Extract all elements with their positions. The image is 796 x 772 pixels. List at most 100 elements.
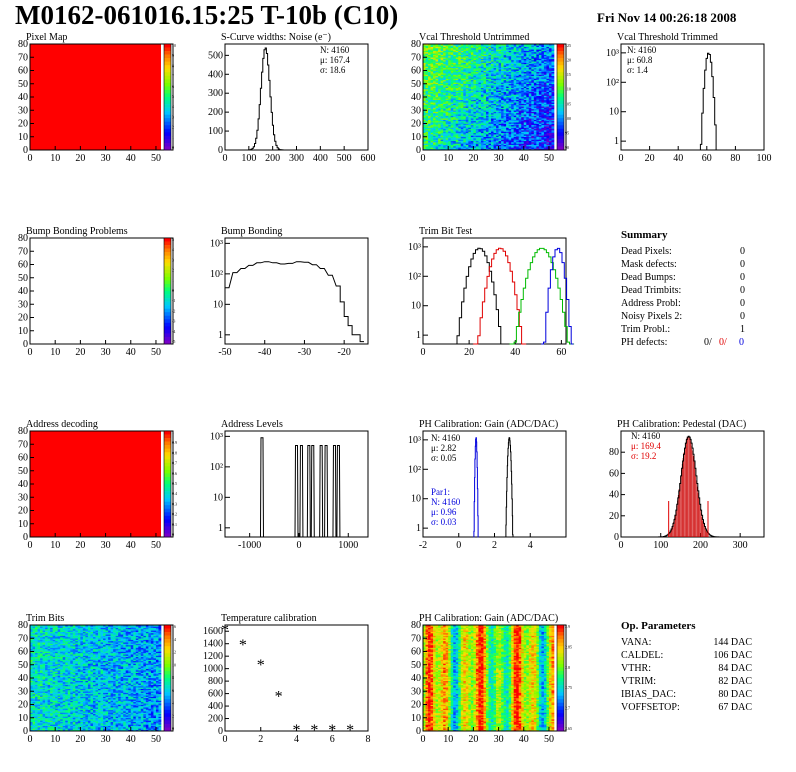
op-param-value: 144 DAC <box>713 637 752 648</box>
y-tick-label: 0 <box>218 145 223 156</box>
color-scale-label: 12 <box>172 650 176 655</box>
y-tick-label: 10 <box>609 107 619 118</box>
plot-vcal-trimmed: Vcal Threshold Trimmed 0 20 40 60 80 100 1 10 10²… <box>606 32 772 164</box>
plot-title: Trim Bits <box>26 613 64 624</box>
x-tick-label: 40 <box>519 734 529 745</box>
stats-text: σ: 0.05 <box>431 453 457 463</box>
color-scale-label: 4 <box>172 247 174 252</box>
y-tick-label: 60 <box>18 260 28 271</box>
op-param-label: CALDEL: <box>621 650 663 661</box>
y-tick-label: 60 <box>411 66 421 77</box>
plot-op-parameters: Op. Parameters VANA: 144 DAC CALDEL: 106 DAC… <box>621 620 752 713</box>
y-tick-label: 0 <box>23 532 28 543</box>
y-tick-label: 80 <box>411 39 421 50</box>
color-scale-label: 0.4 <box>172 491 177 496</box>
x-tick-label: 20 <box>464 347 474 358</box>
y-tick-label: 10 <box>18 132 28 143</box>
y-tick-label: 80 <box>609 447 619 458</box>
color-scale-label: 10 <box>172 43 176 48</box>
y-tick-label: 600 <box>208 689 223 700</box>
y-tick-label: 10³ <box>606 48 619 59</box>
x-tick-label: 0 <box>296 540 301 551</box>
plot-address-decoding: Address decoding 1 0.9 0.8 0.7 0.6 0.5 0.4 0.3 0.… <box>18 419 177 551</box>
summary-title: Summary <box>621 229 668 241</box>
y-tick-label: 10³ <box>408 242 421 253</box>
color-scale-label: -3 <box>172 319 175 324</box>
color-scale-label: -2 <box>172 308 175 313</box>
plot-ph-gain-map: PH Calibration: Gain (ADC/DAC) 2.9 2.85 2.8… <box>411 613 572 745</box>
x-tick-label: 40 <box>126 347 136 358</box>
x-tick-label: -40 <box>258 347 271 358</box>
stats-text: N: 4160 <box>627 45 657 55</box>
op-param-label: VTHR: <box>621 663 651 674</box>
color-scale-label: 115 <box>565 72 571 77</box>
y-tick-label: 10 <box>411 301 421 312</box>
color-scale-label: 0.3 <box>172 501 177 506</box>
x-tick-label: 1000 <box>338 540 358 551</box>
x-tick-label: -1000 <box>238 540 261 551</box>
y-tick-label: 10² <box>606 77 619 88</box>
y-tick-label: 10 <box>411 713 421 724</box>
y-tick-label: 0 <box>23 145 28 156</box>
x-tick-label: 100 <box>757 153 772 164</box>
y-tick-label: 1600 <box>203 626 223 637</box>
x-tick-label: 50 <box>151 347 161 358</box>
y-tick-label: 10³ <box>210 238 223 249</box>
x-tick-label: 2 <box>258 734 263 745</box>
level-spike <box>299 445 304 538</box>
summary-label: Noisy Pixels 2: <box>621 311 682 322</box>
op-param-label: IBIAS_DAC: <box>621 689 676 700</box>
y-tick-label: 800 <box>208 676 223 687</box>
color-scale-label: 3 <box>172 114 174 119</box>
plot-title: PH Calibration: Pedestal (DAC) <box>617 419 746 430</box>
x-tick-label: -2 <box>419 540 427 551</box>
color-scale-label: 7 <box>172 74 174 79</box>
y-tick-label: 30 <box>18 105 28 116</box>
color-scale-label: 0.1 <box>172 522 177 527</box>
plot-frame <box>620 43 765 151</box>
plot-title: S-Curve widths: Noise (e⁻) <box>221 32 331 43</box>
stats-text: N: 4160 <box>431 433 461 443</box>
y-tick-label: 70 <box>411 52 421 63</box>
y-tick-label: 80 <box>18 233 28 244</box>
x-tick-label: 400 <box>313 153 328 164</box>
plot-title: PH Calibration: Gain (ADC/DAC) <box>419 613 558 624</box>
y-tick-label: 20 <box>18 700 28 711</box>
scatter-point: * <box>275 688 283 705</box>
y-tick-label: 50 <box>411 79 421 90</box>
color-scale-bar <box>163 430 172 538</box>
stats-text: σ: 19.2 <box>631 451 656 461</box>
y-tick-label: 400 <box>208 701 223 712</box>
level-spike <box>259 437 264 538</box>
plot-bump-bonding: Bump Bonding -50 -40 -30 -20 1 10 10² 10³ <box>210 226 369 358</box>
x-tick-label: 4 <box>528 540 533 551</box>
level-spike <box>319 445 324 538</box>
y-tick-label: 200 <box>208 714 223 725</box>
x-tick-label: 50 <box>151 540 161 551</box>
color-scale-label: 8 <box>172 675 174 680</box>
x-tick-label: 30 <box>101 734 111 745</box>
x-tick-label: 80 <box>730 153 740 164</box>
plot-title: Vcal Threshold Trimmed <box>617 32 718 43</box>
y-tick-label: 50 <box>18 660 28 671</box>
hist-series <box>473 437 479 538</box>
x-tick-label: 0 <box>421 347 426 358</box>
y-tick-label: 40 <box>18 286 28 297</box>
color-scale-label: -1 <box>172 298 175 303</box>
summary-label: Dead Bumps: <box>621 272 676 283</box>
y-tick-label: 70 <box>411 633 421 644</box>
x-tick-label: 50 <box>151 153 161 164</box>
scatter-point: * <box>310 722 318 739</box>
y-tick-label: 30 <box>18 686 28 697</box>
op-param-value: 80 DAC <box>718 689 752 700</box>
op-param-value: 82 DAC <box>718 676 752 687</box>
x-tick-label: 40 <box>126 734 136 745</box>
hist-series <box>473 247 527 345</box>
color-scale-label: 4 <box>172 104 174 109</box>
stats-text: Par1: <box>431 487 450 497</box>
plot-title: Temperature calibration <box>221 613 317 624</box>
x-tick-label: -20 <box>337 347 350 358</box>
